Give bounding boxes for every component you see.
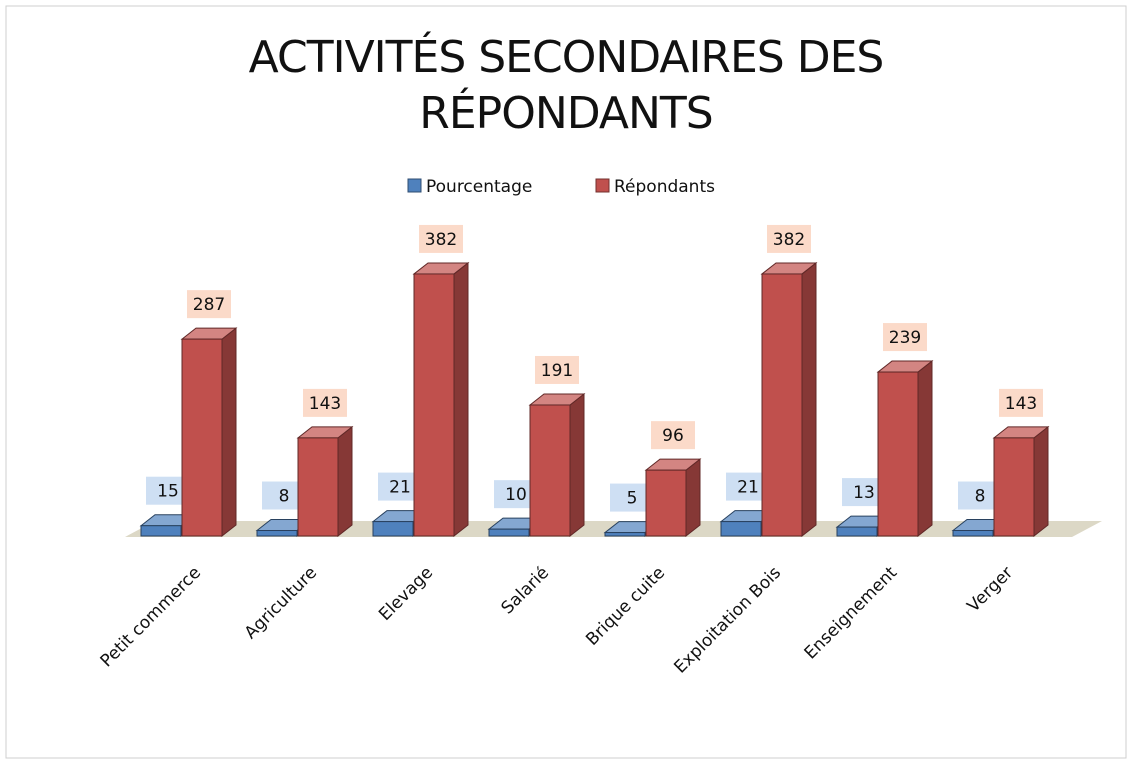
bar xyxy=(529,404,571,537)
bar xyxy=(761,273,803,537)
chart-title: ACTIVITÉS SECONDAIRES DES RÉPONDANTS xyxy=(248,32,885,139)
data-label: 21 xyxy=(389,478,411,498)
bar xyxy=(993,437,1035,537)
bar xyxy=(413,273,455,537)
bar xyxy=(256,530,298,537)
x-tick-label: Enseignement xyxy=(801,563,902,664)
data-label: 382 xyxy=(773,230,805,250)
bar xyxy=(604,532,646,537)
x-tick-label: Brique cuite xyxy=(582,563,669,650)
bar-3d xyxy=(992,425,1050,538)
x-tick-label: Salarié xyxy=(498,563,554,619)
bar-3d xyxy=(412,261,470,538)
bar xyxy=(297,437,339,537)
data-label: 287 xyxy=(193,295,225,315)
bar-3d xyxy=(528,392,586,538)
x-tick-label: Agriculture xyxy=(241,563,321,643)
data-label-box xyxy=(419,224,463,253)
data-label: 10 xyxy=(505,485,527,505)
legend-swatch xyxy=(407,178,422,193)
data-label: 382 xyxy=(425,230,457,250)
data-label: 13 xyxy=(853,483,875,503)
bar xyxy=(720,521,762,537)
bar-side xyxy=(685,458,701,538)
x-tick-label: Petit commerce xyxy=(97,563,205,671)
data-label: 191 xyxy=(541,361,573,381)
data-label: 8 xyxy=(279,487,290,507)
bar xyxy=(645,469,687,537)
data-label: 143 xyxy=(309,394,341,414)
chart-border xyxy=(5,5,1127,759)
data-label-box xyxy=(535,355,579,384)
bar-3d xyxy=(296,425,354,538)
bar xyxy=(836,526,878,537)
legend-swatch xyxy=(595,178,610,193)
data-label: 8 xyxy=(975,487,986,507)
data-label: 143 xyxy=(1005,394,1037,414)
data-label: 15 xyxy=(157,482,179,502)
data-label-box xyxy=(187,290,231,319)
x-tick-label: Verger xyxy=(964,563,1018,617)
bar-side xyxy=(337,425,353,538)
bar xyxy=(877,371,919,537)
legend-label: Répondants xyxy=(614,177,715,197)
data-label: 96 xyxy=(662,426,684,446)
bar xyxy=(372,521,414,537)
data-label-box xyxy=(767,224,811,253)
bar-3d xyxy=(760,261,818,538)
bar-side xyxy=(221,327,237,538)
data-label: 21 xyxy=(737,478,759,498)
data-label-box xyxy=(303,388,347,417)
bar-3d xyxy=(644,458,702,538)
bar-side xyxy=(801,261,817,538)
data-label-box xyxy=(999,388,1043,417)
bar-side xyxy=(917,360,933,538)
x-tick-label: Elevage xyxy=(375,563,437,625)
bar xyxy=(952,530,994,537)
data-label: 5 xyxy=(627,489,638,509)
data-label: 239 xyxy=(889,328,921,348)
bar xyxy=(488,528,530,537)
bar xyxy=(181,338,223,537)
bar-side xyxy=(569,392,585,538)
bar xyxy=(140,525,182,537)
bar-3d xyxy=(180,327,238,538)
data-label-box xyxy=(883,323,927,352)
bar-side xyxy=(1033,425,1049,538)
bar-3d xyxy=(876,360,934,538)
legend-label: Pourcentage xyxy=(426,177,532,197)
bar-side xyxy=(453,261,469,538)
x-tick-label: Exploitation Bois xyxy=(670,563,785,678)
data-label-box xyxy=(651,421,695,450)
